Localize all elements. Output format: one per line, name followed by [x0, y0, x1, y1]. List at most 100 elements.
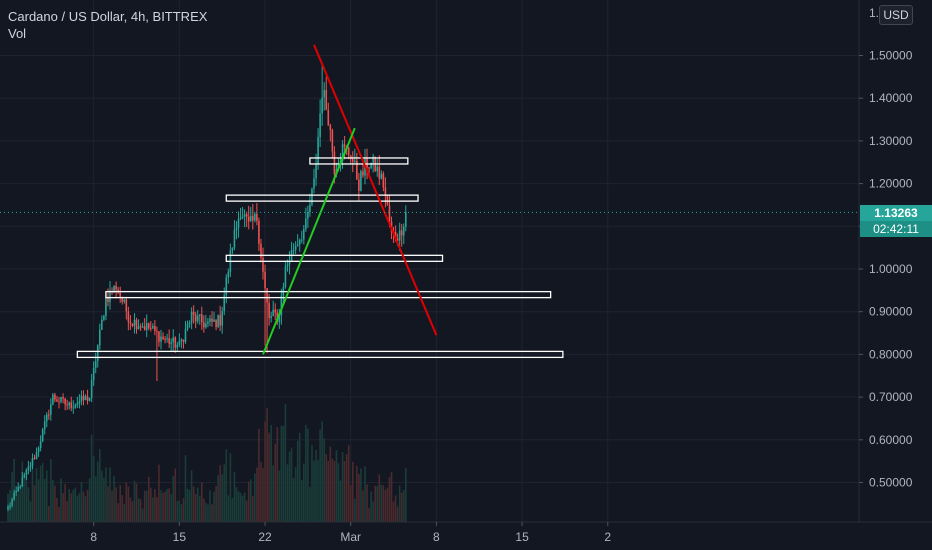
volume-bar [66, 501, 68, 522]
support-box[interactable] [309, 157, 409, 165]
volume-bar [392, 501, 395, 522]
volume-bar [362, 490, 364, 522]
candle-body [35, 451, 38, 460]
volume-bar [29, 501, 32, 522]
candle-body [360, 171, 362, 191]
support-box[interactable] [225, 194, 419, 202]
volume-bar [286, 464, 289, 522]
volume-bar [127, 486, 130, 522]
volume-bar [70, 493, 73, 522]
candle-body [321, 97, 323, 114]
candle-body [292, 249, 295, 251]
volume-bar [272, 465, 274, 522]
volume-bar [231, 498, 234, 522]
volume-bar [388, 477, 391, 522]
price-axis-bg [859, 0, 932, 522]
x-tick-label: 8 [433, 530, 440, 544]
volume-bar [249, 479, 252, 522]
volume-bar [294, 467, 297, 522]
y-tick-label: 1.20000 [869, 177, 913, 191]
candle-body [37, 448, 40, 452]
candle-body [327, 109, 330, 126]
y-tick-label: 1.50000 [869, 49, 913, 63]
bar-countdown: 02:42:11 [860, 221, 932, 237]
volume-bar [386, 487, 389, 522]
candle-body [60, 397, 62, 402]
volume-bar [266, 408, 268, 522]
currency-button[interactable]: USD [879, 5, 913, 25]
volume-bar [225, 449, 228, 522]
candle-body [382, 173, 385, 188]
candle-body [86, 396, 89, 401]
volume-bar [190, 470, 193, 522]
volume-bar [351, 461, 354, 522]
candle-body [296, 244, 299, 247]
volume-bar [237, 491, 240, 522]
volume-bar [243, 492, 246, 522]
volume-bar [254, 473, 256, 522]
support-box[interactable] [76, 350, 564, 359]
candle-body [196, 315, 199, 322]
y-tick-label: 0.50000 [869, 476, 913, 490]
volume-bar [137, 498, 140, 522]
volume-bar [145, 490, 148, 522]
candle-body [351, 159, 354, 162]
candle-body [21, 477, 24, 487]
trendlines[interactable] [262, 44, 438, 355]
candle-body [64, 398, 66, 405]
volume-bar [166, 489, 168, 522]
candle-body [186, 324, 189, 330]
volume-bar [86, 489, 89, 522]
volume-bar [274, 443, 277, 522]
candle-body [307, 212, 309, 219]
candle-body [194, 314, 197, 322]
candle-body [41, 429, 44, 442]
candle-body [180, 339, 183, 341]
volume-label[interactable]: Vol [8, 26, 27, 41]
descending-trendline[interactable] [313, 44, 438, 336]
volume-bar [256, 467, 258, 522]
candle-body [370, 162, 372, 168]
candle-body [135, 319, 138, 330]
volume-bar [72, 489, 75, 522]
volume-bar [233, 472, 236, 522]
volume-bar [105, 467, 107, 522]
candle-body [17, 487, 19, 491]
volume-bar [358, 474, 360, 522]
volume-bar [23, 478, 26, 522]
volume-bar [333, 460, 336, 522]
candle-body [243, 214, 246, 217]
symbol-title[interactable]: Cardano / US Dollar, 4h, BITTREX [8, 9, 208, 24]
x-tick-label: 15 [515, 530, 529, 544]
volume-bar [156, 497, 158, 522]
candle-body [139, 326, 142, 328]
candle-body [225, 277, 228, 296]
chart-header: Cardano / US Dollar, 4h, BITTREX Vol [8, 9, 207, 42]
candle-body [31, 458, 34, 466]
candle-body [68, 402, 70, 406]
volume-bar [158, 464, 160, 522]
volume-bar [196, 487, 199, 522]
volume-bar [25, 473, 28, 522]
volume-bar [205, 502, 207, 522]
candle-body [115, 285, 117, 290]
ascending-trendline[interactable] [262, 127, 356, 355]
volume-bar [168, 488, 170, 522]
candle-body [394, 231, 397, 239]
volume-bar [335, 450, 338, 522]
support-box[interactable] [225, 254, 444, 262]
time-axis[interactable]: 8 15 22 Mar 8 15 2 [90, 522, 611, 544]
volume-bar [115, 487, 117, 522]
support-box[interactable] [105, 290, 552, 299]
volume-bar [194, 494, 197, 522]
candle-body [347, 147, 350, 156]
volume-bar [82, 491, 85, 522]
volume-bar [50, 459, 52, 522]
support-boxes[interactable] [76, 157, 564, 359]
volume-bar [92, 455, 95, 522]
volume-bar [390, 471, 393, 522]
candle-body [123, 299, 126, 302]
candle-body [152, 326, 154, 329]
candle-body [215, 319, 217, 327]
